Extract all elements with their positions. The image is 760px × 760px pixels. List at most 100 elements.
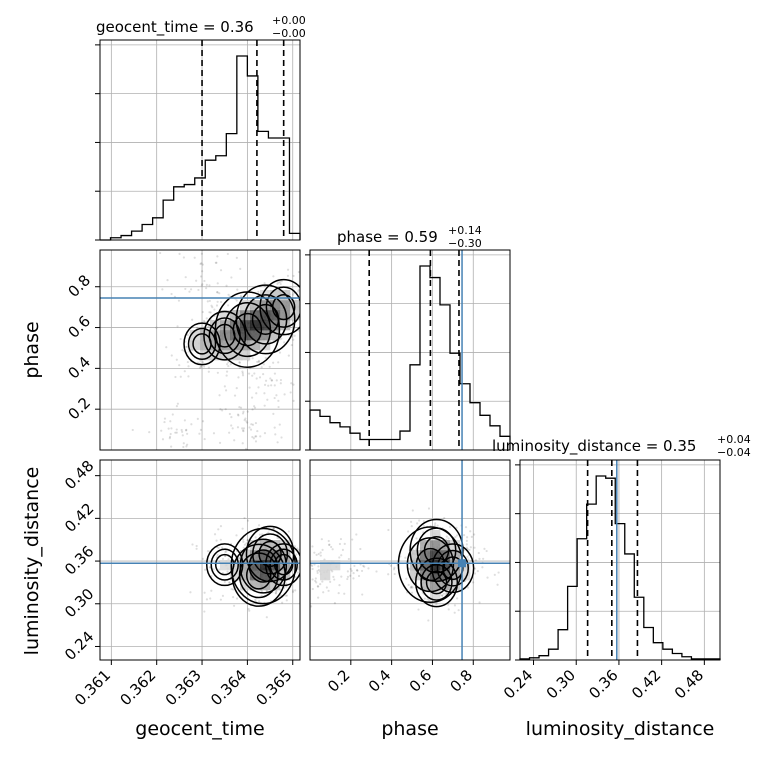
- sample-point: [215, 539, 218, 542]
- sample-point: [363, 565, 366, 568]
- sample-point: [242, 450, 244, 452]
- histogram-bin: [625, 554, 635, 660]
- sample-point: [195, 279, 198, 282]
- sample-point: [187, 375, 190, 378]
- sample-point: [198, 432, 201, 435]
- sample-point: [230, 416, 233, 419]
- sample-point: [310, 563, 313, 566]
- sample-point: [415, 537, 418, 540]
- histogram-bin: [410, 365, 420, 450]
- sample-point: [314, 579, 317, 582]
- sample-point: [445, 591, 448, 595]
- sample-point: [227, 304, 230, 307]
- sample-point: [168, 435, 172, 438]
- sample-point: [350, 569, 353, 572]
- xlabel-luminosity-distance: luminosity_distance: [526, 718, 715, 740]
- contour-line: [213, 323, 236, 348]
- sample-point: [242, 429, 245, 432]
- sample-point: [286, 268, 290, 271]
- sample-point: [245, 420, 248, 423]
- sample-point: [297, 548, 300, 552]
- contour-line: [187, 327, 217, 361]
- sample-point: [445, 535, 448, 538]
- sample-point: [254, 598, 257, 601]
- sample-point: [258, 376, 262, 379]
- sample-point: [208, 284, 211, 287]
- sample-point: [174, 375, 177, 379]
- density-pixel: [190, 330, 201, 341]
- sample-point: [200, 252, 203, 255]
- sample-point: [249, 428, 253, 431]
- sample-point: [256, 429, 259, 433]
- sample-point: [190, 423, 193, 426]
- sample-point: [226, 570, 229, 573]
- sample-point: [272, 527, 275, 530]
- histogram-bin: [568, 586, 578, 660]
- sample-point: [301, 540, 303, 542]
- sample-point: [362, 564, 365, 567]
- sample-point: [217, 528, 220, 531]
- sample-point: [206, 550, 210, 553]
- sample-point: [219, 525, 223, 528]
- sample-point: [195, 547, 198, 550]
- sample-point: [184, 287, 187, 291]
- sample-point: [270, 379, 273, 382]
- sample-point: [258, 455, 260, 457]
- contour-line: [252, 533, 289, 575]
- sample-point: [262, 373, 265, 376]
- sample-point: [184, 453, 186, 455]
- density-pixel: [250, 550, 261, 561]
- sample-point: [448, 525, 452, 528]
- sample-point: [411, 509, 414, 512]
- sample-point: [225, 363, 229, 366]
- histogram-bin: [440, 305, 450, 450]
- sample-point: [328, 543, 331, 546]
- sample-point: [273, 426, 276, 429]
- contour-line: [436, 549, 470, 587]
- sample-point: [317, 585, 320, 588]
- tick-label-phase: 0.4: [64, 353, 94, 383]
- sample-point: [276, 282, 279, 285]
- sample-point: [186, 360, 189, 364]
- sample-point: [291, 590, 295, 594]
- density-pixel: [250, 310, 261, 321]
- sample-point: [227, 558, 230, 561]
- histogram-bin: [606, 478, 616, 660]
- tick-label-luminosity_distance: 0.30: [61, 585, 97, 621]
- sample-point: [406, 530, 410, 533]
- sample-point: [306, 590, 308, 592]
- sample-point: [239, 294, 242, 298]
- tick-label-geocent_time: 0.364: [207, 666, 250, 709]
- tick-label-luminosity_distance: 0.48: [61, 457, 97, 493]
- density-pixel: [280, 310, 291, 321]
- histogram-geocent_time: [100, 55, 301, 241]
- sample-point: [238, 361, 242, 364]
- sample-point: [349, 567, 352, 571]
- sample-point: [216, 290, 219, 294]
- density-pixel: [230, 340, 241, 351]
- sample-point: [201, 420, 205, 423]
- sample-point: [169, 432, 172, 436]
- sample-point: [206, 300, 209, 303]
- histogram-bin: [653, 643, 663, 660]
- sample-point: [256, 360, 259, 364]
- sample-point: [294, 589, 297, 592]
- sample-point: [258, 600, 261, 603]
- histogram-bin: [480, 415, 490, 450]
- sample-point: [472, 581, 475, 584]
- sample-point: [188, 290, 191, 293]
- sample-point: [260, 594, 263, 597]
- sample-point: [163, 420, 166, 424]
- sample-point: [263, 432, 267, 435]
- histogram-layer: [100, 55, 721, 660]
- sample-point: [254, 435, 257, 438]
- sample-point: [320, 538, 323, 541]
- sample-point: [241, 412, 245, 415]
- sample-point: [248, 386, 251, 389]
- sample-point: [239, 267, 242, 270]
- histogram-bin: [174, 187, 185, 240]
- sample-point: [202, 365, 206, 368]
- sample-point: [212, 432, 216, 435]
- sample-point: [270, 379, 274, 382]
- sample-point: [322, 591, 325, 594]
